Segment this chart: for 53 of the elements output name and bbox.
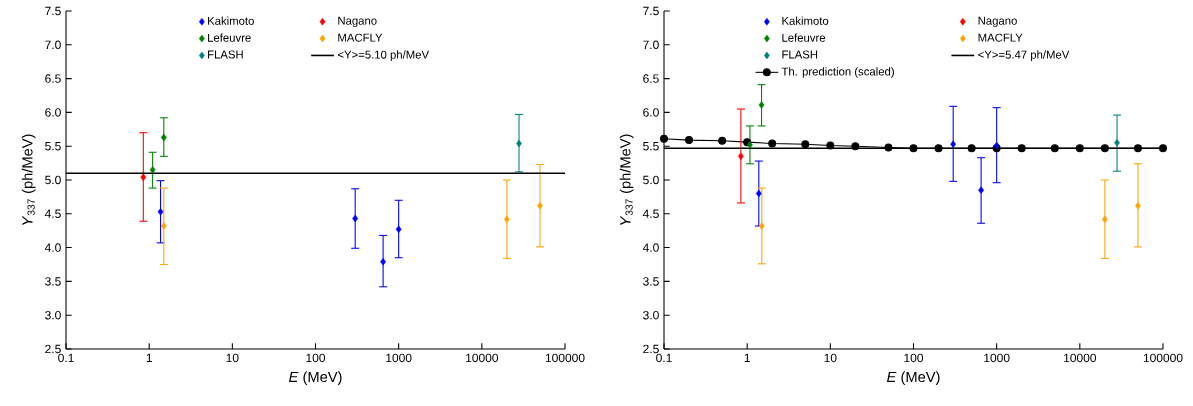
- y-tick-label: 5.0: [45, 175, 61, 185]
- y-tick-label: 5.0: [643, 175, 659, 185]
- legend-label: Kakimoto: [208, 16, 254, 25]
- x-tick-label: 10000: [1064, 353, 1097, 363]
- legend-label: Lefeuvre: [208, 33, 251, 42]
- y-tick-label: 5.5: [45, 142, 61, 151]
- legend-label: <Y>=5.47 ph/MeV: [978, 50, 1070, 61]
- y-tick-label: 4.0: [642, 243, 659, 252]
- y-tick-label: 6.0: [643, 108, 659, 117]
- legend-label: Nagano: [338, 16, 377, 27]
- x-tick-label: 100: [904, 353, 924, 363]
- legend-label: FLASH: [208, 50, 243, 59]
- legend-label: Th. prediction (scaled): [781, 67, 894, 78]
- y-tick-label: 7.0: [45, 40, 61, 50]
- y-tick-label: 3.0: [643, 310, 659, 320]
- x-tick-label: 0.1: [656, 353, 672, 363]
- x-tick-label: 1000: [984, 353, 1010, 363]
- y-tick-label: 3.0: [45, 310, 61, 320]
- x-tick-label: 1: [744, 353, 750, 362]
- y-tick-label: 2.5: [45, 344, 61, 354]
- y-tick-label: 4.5: [642, 209, 659, 218]
- legend-label: Kakimoto: [782, 16, 829, 25]
- legend-label: FLASH: [782, 50, 818, 59]
- x-tick-label: 1000: [386, 353, 412, 363]
- x-tick-label: 100000: [1143, 353, 1183, 363]
- y-axis-title: Y$_{337}$ (ph/MeV): [21, 134, 36, 225]
- y-tick-label: 2.5: [643, 344, 659, 354]
- legend-label: Nagano: [978, 16, 1017, 27]
- legend-label: MACFLY: [338, 33, 383, 42]
- x-axis-title: E (MeV): [887, 371, 940, 386]
- x-tick-label: 10000: [466, 353, 499, 363]
- y-tick-label: 4.0: [44, 243, 61, 252]
- x-tick-label: 100: [306, 353, 326, 363]
- y-tick-label: 6.5: [643, 74, 659, 83]
- y-tick-label: 6.0: [45, 108, 61, 117]
- legend-label: <Y>=5.10 ph/MeV: [337, 50, 430, 61]
- x-tick-label: 1: [146, 353, 152, 362]
- y-axis-title: Y$_{337}$ (ph/MeV): [619, 134, 634, 225]
- y-tick-label: 5.5: [643, 142, 659, 151]
- y-tick-label: 4.5: [44, 209, 61, 218]
- y-tick-label: 7.5: [643, 6, 659, 16]
- y-tick-label: 7.5: [45, 6, 61, 16]
- x-tick-label: 100000: [545, 353, 585, 363]
- y-tick-label: 6.5: [45, 74, 61, 83]
- x-tick-label: 10: [226, 353, 239, 363]
- x-tick-label: 10: [824, 353, 837, 363]
- y-tick-label: 7.0: [643, 40, 659, 50]
- y-tick-label: 3.5: [643, 277, 659, 286]
- y-tick-label: 3.5: [45, 277, 61, 286]
- x-axis-title: E (MeV): [289, 371, 342, 386]
- legend-label: MACFLY: [978, 33, 1023, 42]
- x-tick-label: 0.1: [58, 353, 74, 363]
- legend-label: Lefeuvre: [782, 33, 826, 42]
